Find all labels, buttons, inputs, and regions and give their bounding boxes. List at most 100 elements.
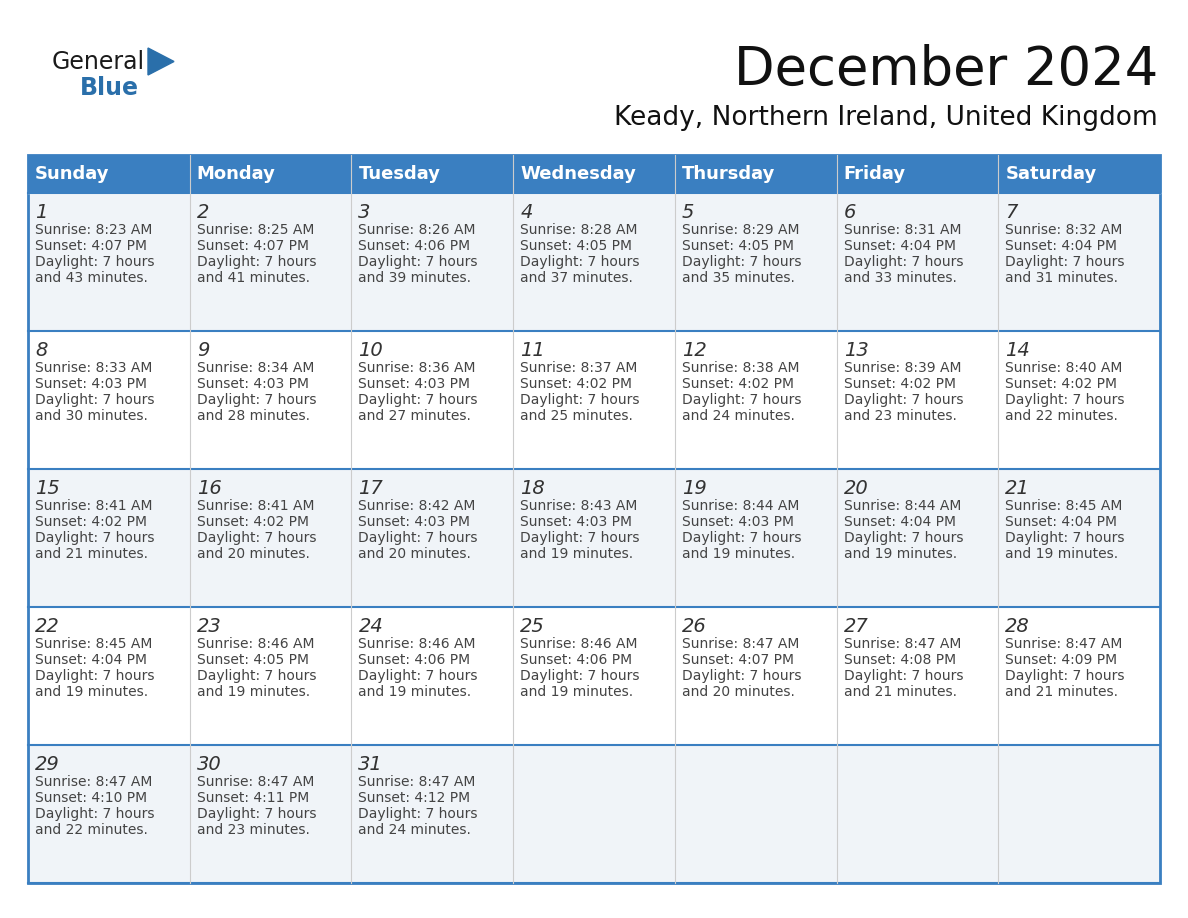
Text: 30: 30 [197, 755, 221, 774]
Text: Sunday: Sunday [34, 165, 109, 183]
Text: Daylight: 7 hours: Daylight: 7 hours [359, 393, 478, 407]
Text: and 24 minutes.: and 24 minutes. [682, 409, 795, 423]
Bar [29, 469, 1159, 607]
Bar [29, 193, 1159, 331]
Text: and 25 minutes.: and 25 minutes. [520, 409, 633, 423]
Text: Daylight: 7 hours: Daylight: 7 hours [34, 393, 154, 407]
Text: and 19 minutes.: and 19 minutes. [843, 547, 956, 561]
Polygon shape [148, 48, 173, 75]
Text: Sunset: 4:07 PM: Sunset: 4:07 PM [197, 239, 309, 253]
Text: Friday: Friday [843, 165, 905, 183]
Text: Saturday: Saturday [1005, 165, 1097, 183]
Text: 10: 10 [359, 341, 384, 360]
Text: Sunset: 4:05 PM: Sunset: 4:05 PM [197, 653, 309, 667]
Text: Sunrise: 8:25 AM: Sunrise: 8:25 AM [197, 223, 314, 237]
Text: Daylight: 7 hours: Daylight: 7 hours [34, 531, 154, 545]
Text: Daylight: 7 hours: Daylight: 7 hours [197, 669, 316, 683]
Text: and 19 minutes.: and 19 minutes. [682, 547, 795, 561]
Text: Daylight: 7 hours: Daylight: 7 hours [197, 807, 316, 821]
Text: Sunset: 4:03 PM: Sunset: 4:03 PM [359, 515, 470, 529]
Text: 11: 11 [520, 341, 545, 360]
Text: Sunset: 4:06 PM: Sunset: 4:06 PM [520, 653, 632, 667]
Text: Sunrise: 8:44 AM: Sunrise: 8:44 AM [843, 499, 961, 513]
Text: Sunrise: 8:38 AM: Sunrise: 8:38 AM [682, 361, 800, 375]
Text: Sunset: 4:06 PM: Sunset: 4:06 PM [359, 653, 470, 667]
Text: Sunrise: 8:45 AM: Sunrise: 8:45 AM [1005, 499, 1123, 513]
Text: and 19 minutes.: and 19 minutes. [520, 547, 633, 561]
Text: Sunrise: 8:46 AM: Sunrise: 8:46 AM [359, 637, 476, 651]
Bar [29, 155, 1159, 883]
Text: and 22 minutes.: and 22 minutes. [34, 823, 147, 837]
Text: 22: 22 [34, 617, 59, 636]
Text: Sunset: 4:04 PM: Sunset: 4:04 PM [34, 653, 147, 667]
Text: Sunset: 4:12 PM: Sunset: 4:12 PM [359, 791, 470, 805]
Text: Sunrise: 8:47 AM: Sunrise: 8:47 AM [843, 637, 961, 651]
Text: 17: 17 [359, 479, 384, 498]
Text: 29: 29 [34, 755, 59, 774]
Text: Sunrise: 8:44 AM: Sunrise: 8:44 AM [682, 499, 800, 513]
Text: and 28 minutes.: and 28 minutes. [197, 409, 310, 423]
Text: and 35 minutes.: and 35 minutes. [682, 271, 795, 285]
Text: and 19 minutes.: and 19 minutes. [1005, 547, 1118, 561]
Bar [998, 155, 1159, 193]
Text: Sunset: 4:02 PM: Sunset: 4:02 PM [520, 377, 632, 391]
Text: Sunset: 4:04 PM: Sunset: 4:04 PM [1005, 239, 1117, 253]
Text: Daylight: 7 hours: Daylight: 7 hours [843, 255, 963, 269]
Text: Sunrise: 8:41 AM: Sunrise: 8:41 AM [197, 499, 314, 513]
Text: 4: 4 [520, 203, 532, 222]
Bar [513, 155, 675, 193]
Text: Sunrise: 8:36 AM: Sunrise: 8:36 AM [359, 361, 476, 375]
Text: Sunrise: 8:46 AM: Sunrise: 8:46 AM [197, 637, 314, 651]
Text: 16: 16 [197, 479, 221, 498]
Text: and 23 minutes.: and 23 minutes. [843, 409, 956, 423]
Text: Sunrise: 8:32 AM: Sunrise: 8:32 AM [1005, 223, 1123, 237]
Text: Daylight: 7 hours: Daylight: 7 hours [682, 393, 802, 407]
Text: Sunset: 4:02 PM: Sunset: 4:02 PM [843, 377, 955, 391]
Text: Daylight: 7 hours: Daylight: 7 hours [359, 807, 478, 821]
Text: Sunset: 4:02 PM: Sunset: 4:02 PM [197, 515, 309, 529]
Text: 23: 23 [197, 617, 221, 636]
Text: and 30 minutes.: and 30 minutes. [34, 409, 147, 423]
Text: Sunrise: 8:39 AM: Sunrise: 8:39 AM [843, 361, 961, 375]
Text: Daylight: 7 hours: Daylight: 7 hours [197, 255, 316, 269]
Text: and 23 minutes.: and 23 minutes. [197, 823, 310, 837]
Text: Sunrise: 8:26 AM: Sunrise: 8:26 AM [359, 223, 476, 237]
Text: Sunrise: 8:47 AM: Sunrise: 8:47 AM [34, 775, 152, 789]
Text: Sunrise: 8:47 AM: Sunrise: 8:47 AM [1005, 637, 1123, 651]
Text: Sunset: 4:04 PM: Sunset: 4:04 PM [843, 515, 955, 529]
Text: Daylight: 7 hours: Daylight: 7 hours [1005, 531, 1125, 545]
Text: Daylight: 7 hours: Daylight: 7 hours [359, 255, 478, 269]
Text: Sunrise: 8:43 AM: Sunrise: 8:43 AM [520, 499, 638, 513]
Bar [675, 155, 836, 193]
Text: Sunset: 4:07 PM: Sunset: 4:07 PM [34, 239, 147, 253]
Text: Daylight: 7 hours: Daylight: 7 hours [34, 807, 154, 821]
Text: and 19 minutes.: and 19 minutes. [359, 685, 472, 699]
Text: Daylight: 7 hours: Daylight: 7 hours [1005, 669, 1125, 683]
Text: Sunset: 4:08 PM: Sunset: 4:08 PM [843, 653, 955, 667]
Text: Sunrise: 8:47 AM: Sunrise: 8:47 AM [359, 775, 476, 789]
Text: and 20 minutes.: and 20 minutes. [682, 685, 795, 699]
Text: and 21 minutes.: and 21 minutes. [1005, 685, 1118, 699]
Text: 5: 5 [682, 203, 694, 222]
Text: Sunrise: 8:31 AM: Sunrise: 8:31 AM [843, 223, 961, 237]
Text: Daylight: 7 hours: Daylight: 7 hours [34, 255, 154, 269]
Text: Wednesday: Wednesday [520, 165, 636, 183]
Text: and 41 minutes.: and 41 minutes. [197, 271, 310, 285]
Text: 26: 26 [682, 617, 707, 636]
Text: Daylight: 7 hours: Daylight: 7 hours [359, 669, 478, 683]
Text: 25: 25 [520, 617, 545, 636]
Text: Monday: Monday [197, 165, 276, 183]
Text: and 31 minutes.: and 31 minutes. [1005, 271, 1118, 285]
Text: 9: 9 [197, 341, 209, 360]
Text: and 43 minutes.: and 43 minutes. [34, 271, 147, 285]
Text: 14: 14 [1005, 341, 1030, 360]
Text: General: General [52, 50, 145, 74]
Text: Sunrise: 8:33 AM: Sunrise: 8:33 AM [34, 361, 152, 375]
Text: Daylight: 7 hours: Daylight: 7 hours [682, 669, 802, 683]
Text: Sunset: 4:11 PM: Sunset: 4:11 PM [197, 791, 309, 805]
Text: Sunrise: 8:40 AM: Sunrise: 8:40 AM [1005, 361, 1123, 375]
Bar [352, 155, 513, 193]
Text: and 21 minutes.: and 21 minutes. [34, 547, 148, 561]
Text: Sunset: 4:10 PM: Sunset: 4:10 PM [34, 791, 147, 805]
Text: and 22 minutes.: and 22 minutes. [1005, 409, 1118, 423]
